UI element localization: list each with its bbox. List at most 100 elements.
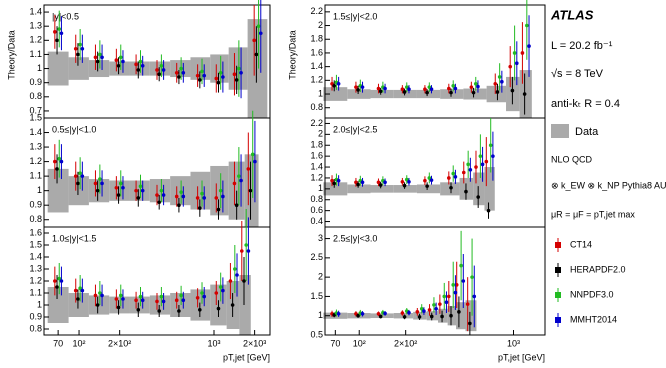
theory: NLO QCD [551,154,593,164]
point [95,59,100,64]
data-band [323,182,348,196]
point [76,297,80,301]
data-band [68,293,89,317]
point [80,46,85,51]
legend-marker [555,267,561,273]
point [140,188,145,193]
point [216,207,221,212]
point [202,73,207,78]
point [198,308,202,312]
point [234,203,239,207]
point [239,249,244,253]
data-band [323,87,348,101]
point [520,51,525,55]
point [100,55,104,60]
x-axis-label: pT,jet [GeV] [223,352,270,362]
y-tick-label: 1.4 [310,161,323,171]
point [360,180,365,185]
y-tick-label: 3 [318,233,323,243]
point [59,31,64,36]
point [136,68,141,72]
point [417,315,422,319]
point [161,299,166,304]
point [202,294,207,299]
point [461,170,466,175]
x-tick-label: 70 [330,338,340,348]
data-band [190,57,211,80]
point [354,85,358,89]
legend-marker [555,242,561,248]
data-band [47,168,69,213]
point [179,66,183,71]
x-tick-label: 10³ [207,338,220,348]
point [134,62,138,67]
y-tick-label: 1.2 [310,75,323,85]
point [228,279,233,283]
point [221,75,225,79]
point [118,293,123,298]
y-tick-label: 0.9 [29,200,42,210]
point [232,181,237,186]
point [415,310,420,314]
point [336,81,341,86]
y-tick-label: 1.8 [310,140,323,150]
point [500,79,504,84]
data-band [463,88,487,100]
y-tick-label: 1.4 [29,127,42,137]
point [73,288,78,293]
y-tick-label: 2.2 [310,118,323,128]
point [121,297,125,301]
data-band [393,185,417,193]
point [138,184,143,189]
point [157,200,161,205]
point [476,195,480,199]
point [464,189,468,194]
point [449,185,453,190]
point [55,285,59,289]
point [118,181,123,186]
point [419,306,424,311]
y-tick-label: 1.3 [29,21,42,31]
point [470,275,474,279]
data-band [109,180,130,201]
panel-label: 1.5≤|y|<2.0 [333,11,377,21]
y-tick-label: 0.8 [29,323,42,333]
point [136,196,141,200]
y-tick-label: 1.5 [29,112,42,122]
point [244,243,248,247]
point [179,190,183,194]
data-band [416,89,441,99]
y-tick-label: 2 [318,272,323,282]
y-tick-label: 2 [318,129,323,139]
y-tick-label: 2.2 [310,6,323,16]
point [400,179,405,184]
point [181,194,186,199]
point [159,188,164,193]
point [468,321,472,326]
y-tick-label: 1 [37,299,42,309]
panel-label: 1.0≤|y|<1.5 [52,233,96,243]
data-band [239,275,251,335]
point [98,177,102,181]
point [177,75,181,79]
point [427,176,432,180]
point [484,159,489,164]
data-band [129,180,150,201]
point [356,313,360,318]
point [93,181,98,186]
point [100,293,104,298]
point [157,72,161,77]
data-band [88,60,110,78]
point [55,38,59,43]
data-band [486,85,507,103]
point [100,181,104,186]
point [407,87,411,92]
point [332,181,337,186]
y-tick-label: 2.5 [310,252,323,262]
point [449,313,453,318]
point [195,73,200,78]
point [179,293,183,298]
point [360,85,365,89]
point [233,267,237,271]
